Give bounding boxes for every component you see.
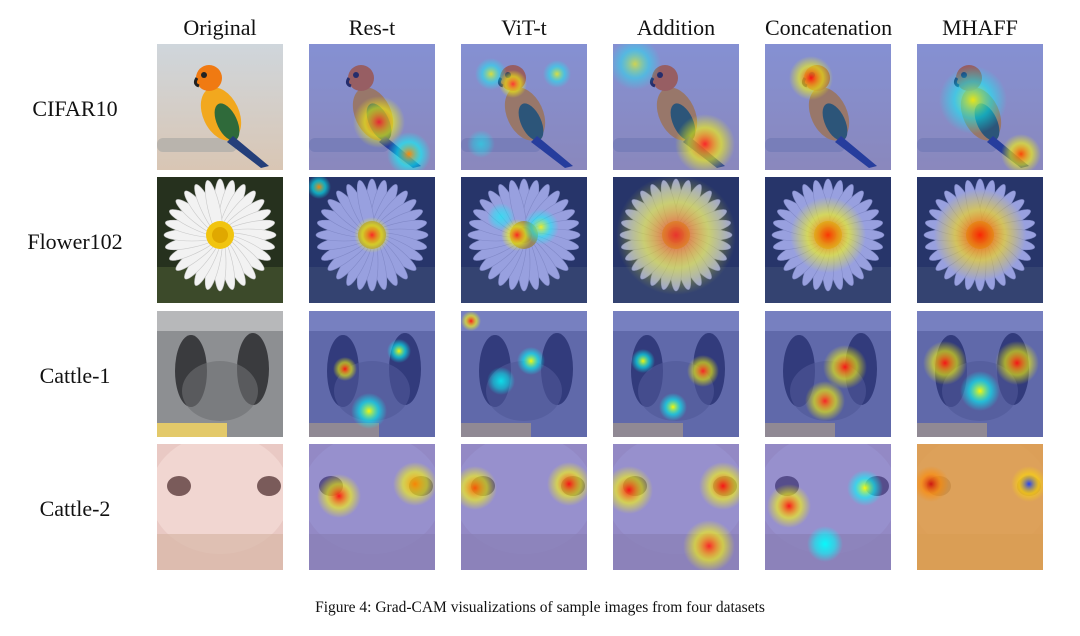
gradcam-heatmap-image (309, 311, 435, 437)
column-header-vit-t: ViT-t (501, 15, 547, 40)
gradcam-heatmap-image (917, 44, 1043, 170)
original-image (157, 177, 283, 303)
gradcam-heatmap-image (309, 444, 435, 570)
gradcam-heatmap-image (613, 44, 739, 170)
gradcam-heatmap-image (917, 444, 1043, 570)
column-header-addition: Addition (636, 15, 716, 40)
gradcam-heatmap-image (917, 177, 1043, 303)
gradcam-heatmap-image (461, 177, 587, 303)
gradcam-heatmap-image (309, 44, 435, 170)
column-header-concatenation: Concatenation (765, 15, 893, 40)
original-image (157, 444, 283, 570)
column-header-mhaff: MHAFF (942, 15, 1018, 40)
gradcam-heatmap-image (917, 311, 1043, 437)
column-header-original: Original (183, 15, 257, 40)
gradcam-heatmap-image (613, 444, 739, 570)
row-label-cattle-1: Cattle-1 (39, 363, 111, 388)
gradcam-heatmap-image (461, 311, 587, 437)
original-image (157, 311, 283, 437)
figure-caption: Figure 4: Grad-CAM visualizations of sam… (315, 599, 765, 616)
gradcam-heatmap-image (461, 44, 587, 170)
gradcam-heatmap-image (613, 177, 739, 303)
gradcam-heatmap-image (765, 44, 891, 170)
gradcam-heatmap-image (309, 177, 435, 303)
gradcam-heatmap-image (765, 444, 891, 570)
gradcam-heatmap-image (765, 311, 891, 437)
row-label-flower102: Flower102 (27, 229, 123, 254)
gradcam-heatmap-image (461, 444, 587, 570)
row-label-cattle-2: Cattle-2 (39, 496, 111, 521)
row-label-cifar10: CIFAR10 (32, 96, 118, 121)
gradcam-heatmap-image (765, 177, 891, 303)
original-image (157, 44, 283, 170)
column-header-res-t: Res-t (348, 15, 396, 40)
gradcam-heatmap-image (613, 311, 739, 437)
